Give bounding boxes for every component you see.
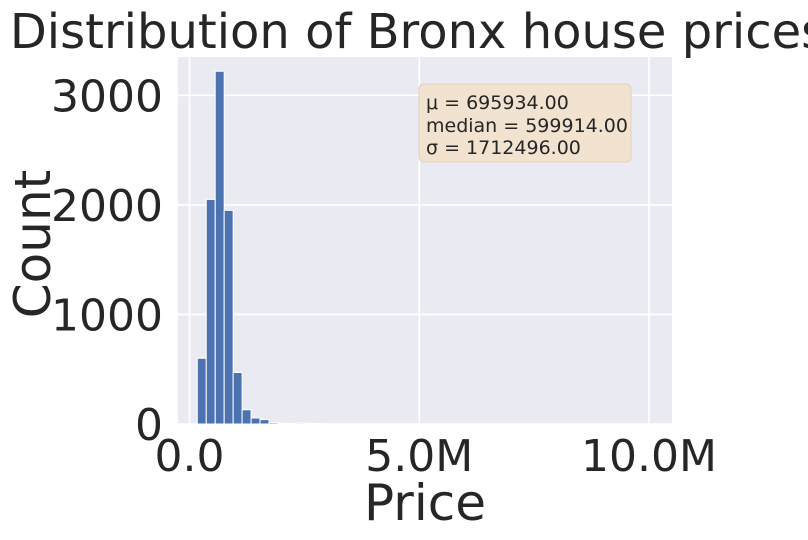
histogram-bar (205, 198, 216, 425)
y-tick-label: 2000 (51, 181, 163, 232)
histogram-bar (214, 70, 225, 425)
histogram-bar (295, 422, 306, 425)
x-tick-label: 0.0 (154, 431, 224, 482)
histogram-bar (259, 419, 270, 425)
stats-sigma: σ = 1712496.00 (426, 137, 581, 159)
y-tick-labels: 0 1000 2000 3000 (51, 71, 163, 451)
histogram-bar (268, 422, 279, 425)
y-axis-label: Count (4, 170, 62, 319)
histogram-bar (277, 422, 288, 425)
x-tick-label: 5.0M (365, 431, 473, 482)
histogram-bar (241, 409, 252, 425)
x-tick-labels: 0.0 5.0M 10.0M (154, 431, 716, 482)
histogram-bar (223, 209, 234, 425)
histogram-bar (304, 422, 315, 425)
x-axis-label: Price (364, 474, 486, 532)
x-tick-label: 10.0M (581, 431, 717, 482)
stats-box-background (418, 83, 632, 163)
y-tick-label: 0 (135, 400, 163, 451)
stats-mean: μ = 695934.00 (426, 92, 569, 114)
histogram-bar (196, 357, 207, 425)
chart-title: Distribution of Bronx house prices (10, 4, 808, 60)
y-tick-label: 3000 (51, 71, 163, 122)
histogram-bars (196, 70, 360, 425)
y-tick-label: 1000 (51, 290, 163, 341)
stats-box: μ = 695934.00 median = 599914.00 σ = 171… (418, 83, 632, 163)
histogram-bar (250, 417, 261, 425)
histogram-bar (232, 372, 243, 425)
stats-median: median = 599914.00 (426, 115, 628, 137)
